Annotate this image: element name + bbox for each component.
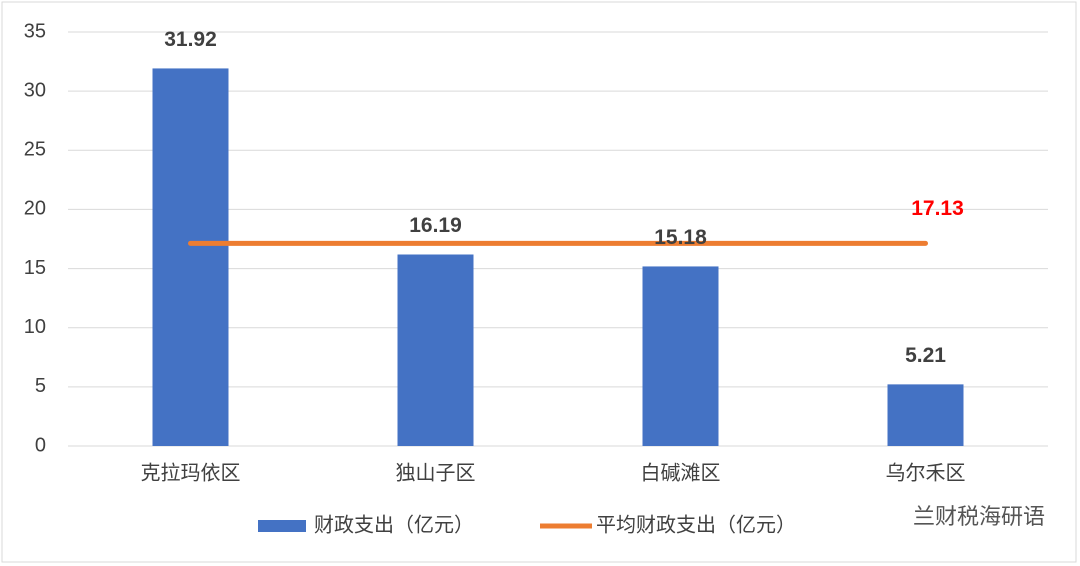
bar [152,68,229,446]
x-tick-label: 克拉玛依区 [141,461,241,484]
value-label: 31.92 [164,28,217,51]
bar [397,254,474,446]
legend-label: 财政支出（亿元） [314,513,474,536]
value-label: 16.19 [409,214,462,237]
x-tick-label: 白碱滩区 [641,461,721,484]
x-tick-label: 独山子区 [396,461,476,484]
legend-swatch [258,520,306,532]
y-tick-label: 20 [24,198,46,220]
watermark: 兰财税海研语 [913,504,1045,529]
y-tick-label: 10 [24,316,46,338]
y-tick-label: 5 [35,375,46,397]
bar [642,266,719,446]
y-tick-label: 15 [24,257,46,279]
value-label: 15.18 [654,226,707,249]
grid [68,31,1048,447]
bar [887,384,964,446]
labels: 0 5 10 15 20 25 30 35 克拉玛依区 独山子区 白碱滩区 乌尔禾区 31.92 16.1… [24,20,966,484]
value-label: 5.21 [905,344,946,367]
y-tick-label: 0 [35,434,46,456]
marks [152,68,964,446]
y-tick-label: 25 [24,139,46,161]
x-tick-label: 乌尔禾区 [886,461,966,484]
y-tick-label: 35 [24,20,46,42]
legend-label: 平均财政支出（亿元） [596,513,796,536]
y-tick-label: 30 [24,79,46,101]
value-label: 17.13 [911,197,964,220]
